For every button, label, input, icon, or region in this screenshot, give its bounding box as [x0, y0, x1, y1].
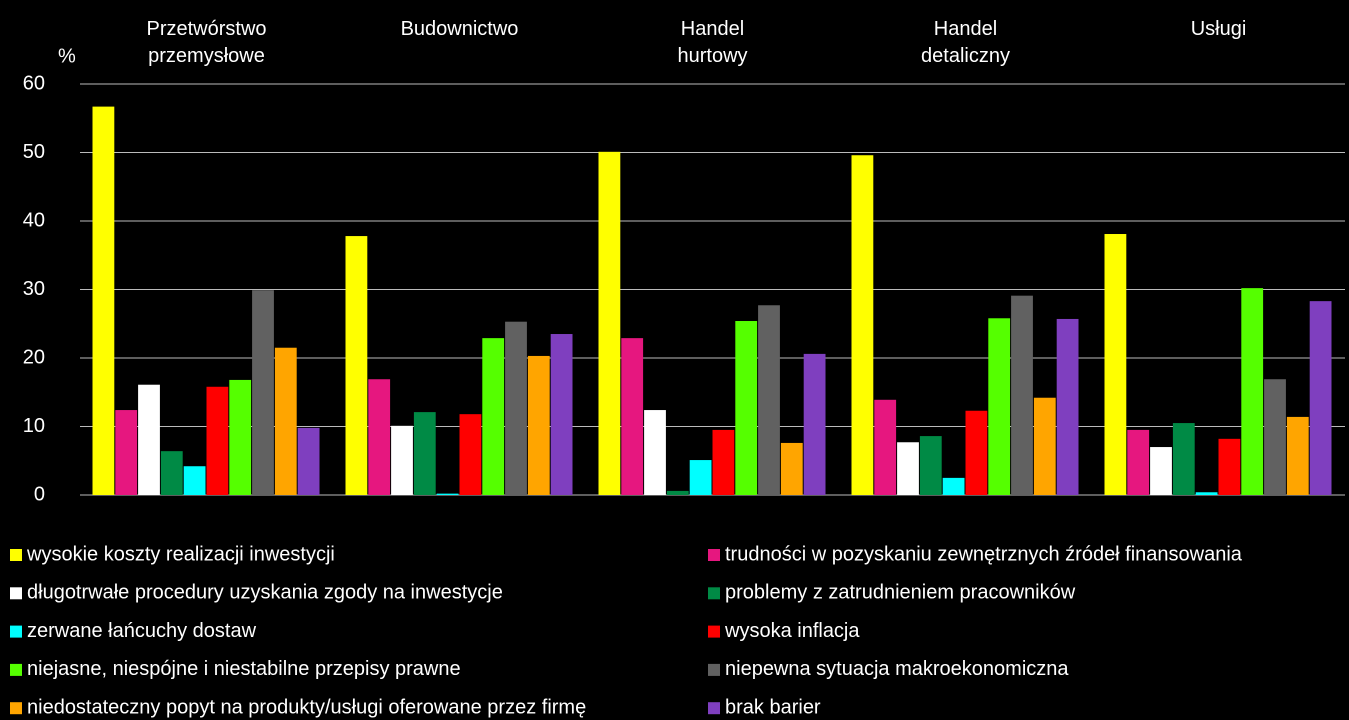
bar — [183, 466, 206, 495]
category-label: Budownictwo — [400, 18, 519, 40]
bar — [459, 414, 482, 495]
legend-swatch — [708, 549, 720, 561]
legend-swatch — [10, 625, 22, 638]
bar — [482, 338, 505, 495]
y-tick-label: 40 — [23, 209, 45, 231]
y-tick-label: 10 — [23, 415, 45, 437]
category-label: Handel hurtowy — [677, 18, 748, 67]
bar — [550, 334, 573, 495]
bar — [919, 436, 942, 495]
category-label: Handel detaliczny — [921, 18, 1010, 67]
bar — [598, 151, 621, 495]
bar — [1056, 318, 1079, 495]
bar — [851, 155, 874, 496]
bar — [644, 410, 666, 495]
category-label: Przetwórstwo przemysłowe — [146, 18, 267, 67]
bar — [1195, 492, 1218, 495]
y-axis-label: % — [58, 45, 76, 67]
bar — [115, 410, 138, 495]
bar — [274, 347, 297, 495]
bar — [138, 384, 160, 495]
bar — [345, 236, 368, 495]
bar — [160, 451, 183, 495]
bar — [206, 386, 229, 495]
legend-swatch — [708, 663, 720, 676]
legend-swatch — [10, 587, 22, 600]
bar — [735, 321, 758, 495]
bar — [92, 106, 115, 495]
legend-swatch — [10, 702, 22, 715]
bar — [874, 399, 897, 495]
bar — [689, 460, 712, 495]
bar — [527, 355, 550, 495]
legend-label: wysokie koszty realizacji inwestycji — [26, 543, 335, 565]
bar — [1218, 438, 1241, 495]
bar — [1011, 295, 1033, 495]
y-tick-label: 30 — [23, 278, 45, 300]
bar — [1172, 423, 1195, 495]
y-tick-label: 50 — [23, 141, 45, 163]
legend-swatch — [708, 587, 720, 600]
legend-label: niedostateczny popyt na produkty/usługi … — [27, 696, 586, 718]
bar — [252, 290, 274, 495]
bar — [897, 442, 919, 495]
bar — [1150, 447, 1172, 495]
bar — [942, 477, 965, 495]
y-tick-label: 60 — [23, 72, 45, 94]
legend-label: problemy z zatrudnieniem pracowników — [725, 582, 1076, 604]
category-label: Usługi — [1190, 18, 1247, 40]
legend-swatch — [708, 702, 720, 715]
bar — [780, 442, 803, 495]
bar — [666, 490, 689, 495]
bar — [229, 379, 252, 495]
legend-swatch — [10, 549, 22, 561]
bar — [1104, 234, 1127, 495]
legend-swatch — [10, 663, 22, 676]
legend-swatch — [708, 625, 720, 638]
bar — [758, 305, 780, 495]
legend-label: trudności w pozyskaniu zewnętrznych źród… — [725, 543, 1243, 565]
bar — [1264, 379, 1286, 495]
bar — [621, 338, 644, 495]
bar — [1127, 429, 1150, 495]
bar — [505, 321, 527, 495]
bar — [988, 318, 1011, 495]
legend-label: zerwane łańcuchy dostaw — [27, 620, 257, 642]
bar — [803, 353, 826, 495]
bar — [297, 427, 320, 495]
bar — [413, 412, 436, 495]
bar — [1309, 301, 1332, 495]
legend-label: wysoka inflacja — [724, 620, 860, 642]
bar — [712, 429, 735, 495]
y-tick-label: 20 — [23, 346, 45, 368]
bar — [1033, 397, 1056, 495]
bar — [436, 493, 459, 495]
legend-label: niepewna sytuacja makroekonomiczna — [725, 658, 1069, 680]
legend-label: niejasne, niespójne i niestabilne przepi… — [27, 658, 461, 680]
legend-label: brak barier — [725, 696, 821, 718]
legend-label: długotrwałe procedury uzyskania zgody na… — [27, 582, 503, 604]
bar — [1286, 416, 1309, 495]
bar — [965, 410, 988, 495]
bar — [1241, 288, 1264, 495]
y-tick-label: 0 — [34, 483, 45, 505]
bar — [391, 425, 413, 495]
bar — [368, 379, 391, 495]
